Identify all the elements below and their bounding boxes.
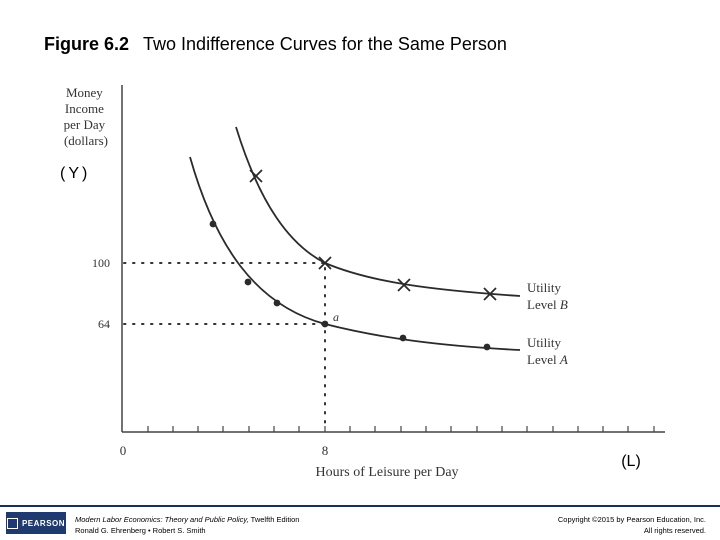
x-marker <box>249 169 263 183</box>
x-marker <box>397 278 411 292</box>
y-label-line-1: Money <box>66 85 103 100</box>
footer-citation: Modern Labor Economics: Theory and Publi… <box>75 514 299 536</box>
x-tick-origin: 0 <box>120 443 127 458</box>
indifference-curve-b <box>235 126 521 297</box>
curve-b-markers <box>249 169 497 301</box>
logo-text: PEARSON <box>21 518 66 528</box>
footer-copyright: Copyright ©2015 by Pearson Education, In… <box>558 514 706 536</box>
y-label-line-3: per Day <box>64 117 106 132</box>
curve-b-label-line-1: Utility <box>527 280 561 295</box>
dot-marker <box>209 220 217 228</box>
y-label-line-2: Income <box>65 101 104 116</box>
curve-b-label-prefix: Level <box>527 297 560 312</box>
figure-title-text: Two Indifference Curves for the Same Per… <box>143 34 507 54</box>
publisher-logo: PEARSON <box>6 512 66 534</box>
y-tick-64: 64 <box>98 317 110 331</box>
curve-a-label-line-1: Utility <box>527 335 561 350</box>
figure-title: Figure 6.2 Two Indifference Curves for th… <box>44 34 507 55</box>
dot-marker <box>244 278 252 286</box>
footer-rule <box>0 505 720 507</box>
copyright-line: Copyright ©2015 by Pearson Education, In… <box>557 515 706 524</box>
dot-marker <box>483 343 491 351</box>
curve-b-label: Utility Level B <box>527 280 568 312</box>
curve-a-label: Utility Level A <box>527 335 568 367</box>
x-axis-ticks <box>147 426 655 432</box>
figure-number: Figure 6.2 <box>44 34 130 54</box>
book-title: Modern Labor Economics: Theory and Publi… <box>75 515 249 524</box>
curve-b-label-var: B <box>560 297 568 312</box>
y-tick-100: 100 <box>92 256 110 270</box>
curve-a-label-prefix: Level <box>527 352 560 367</box>
x-axis-label: Hours of Leisure per Day <box>315 465 458 480</box>
x-tick-8: 8 <box>322 443 329 458</box>
y-label-line-4: (dollars) <box>64 133 108 148</box>
x-axis-symbol: (L) <box>621 453 641 470</box>
rights-line: All rights reserved. <box>643 526 706 535</box>
x-marker <box>483 287 497 301</box>
indifference-curve-a <box>189 156 521 351</box>
y-axis-label: Money Income per Day (dollars) <box>64 85 109 148</box>
dot-marker <box>273 299 281 307</box>
point-a-label: a <box>333 310 339 324</box>
book-authors: Ronald G. Ehrenberg • Robert S. Smith <box>75 526 206 535</box>
dot-marker-a <box>321 320 329 328</box>
indifference-diagram: Money Income per Day (dollars) (Y) 0 8 1… <box>60 85 665 480</box>
curve-a-label-var: A <box>559 352 568 367</box>
y-axis-symbol: (Y) <box>60 165 90 182</box>
curve-a-markers <box>209 220 491 351</box>
book-edition: Twelfth Edition <box>248 515 300 524</box>
x-marker <box>318 256 332 270</box>
dot-marker <box>399 334 407 342</box>
logo-mark-icon <box>6 517 18 529</box>
